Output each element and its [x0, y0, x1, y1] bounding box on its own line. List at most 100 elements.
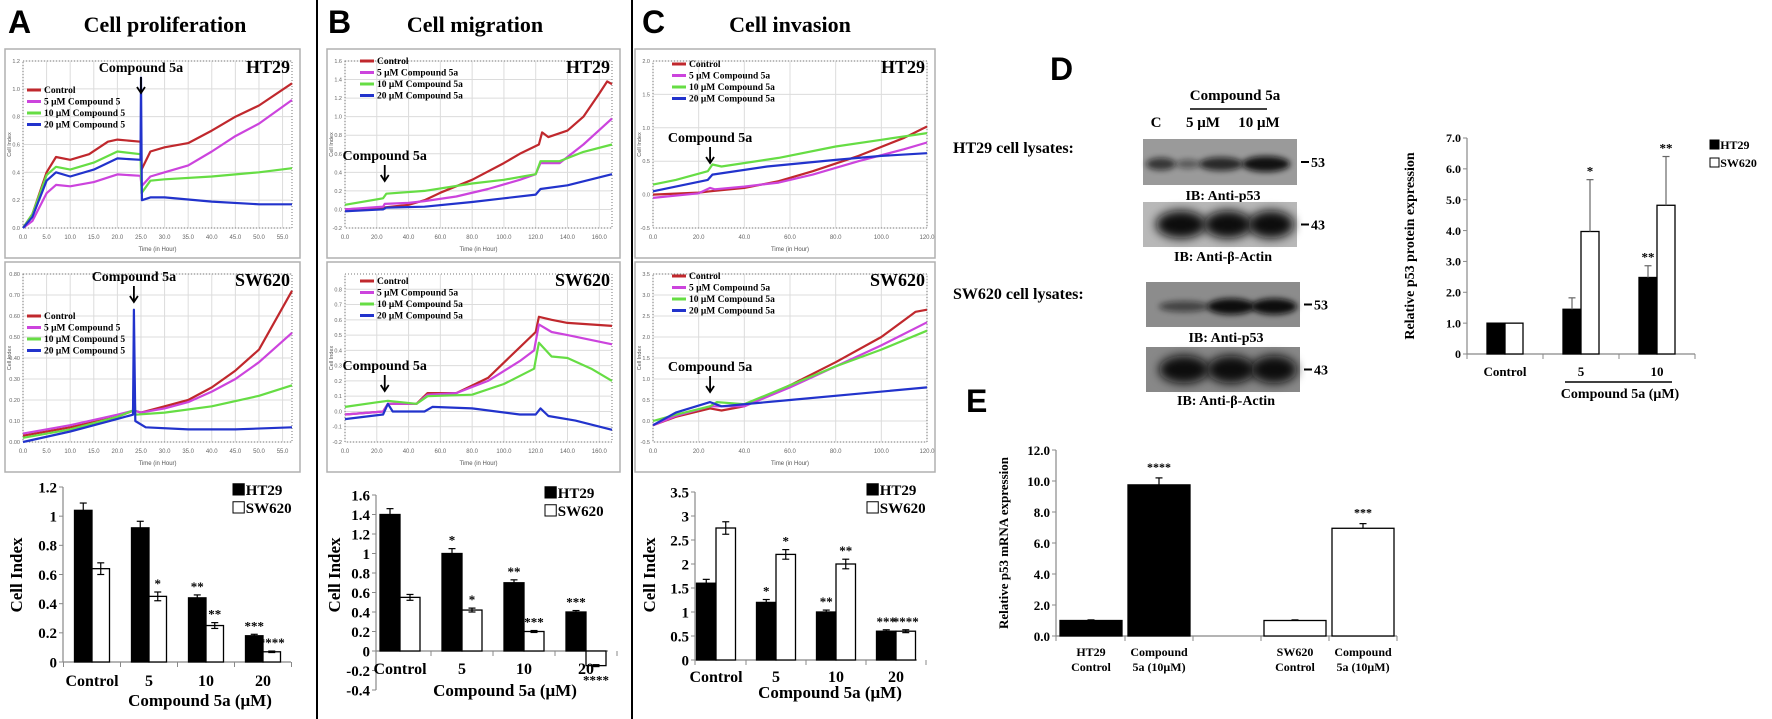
x-tick-label: 20.0 [693, 449, 705, 455]
protein-band [1251, 355, 1297, 384]
y-axis-title: Relative p53 mRNA expression [996, 456, 1011, 629]
blot-caption: IB: Anti-p53 [1188, 331, 1263, 346]
series-line [344, 341, 613, 408]
legend-label: 10 μM Compound 5a [689, 295, 775, 305]
bar-sw620 [715, 527, 737, 661]
legend-label: Control [689, 60, 721, 70]
significance-marker: ** [1642, 250, 1655, 265]
significance-marker: * [155, 576, 162, 591]
y-tick-label: 1.0 [1446, 316, 1461, 330]
y-tick-label: 1.0 [334, 115, 342, 121]
y-tick-label: 0.80 [9, 272, 20, 278]
legend-label: SW620 [1720, 156, 1757, 170]
bar-chart-c-bar: 00.511.522.533.5Control**5****10*******2… [640, 483, 927, 702]
y-tick-label: 0.2 [38, 626, 57, 642]
y-tick-label: 3.5 [670, 485, 689, 501]
x-tick-label: 10 [516, 661, 532, 678]
lane-label-control: C [1151, 115, 1162, 131]
cell-line-label: SW620 [870, 270, 925, 290]
protein-band [1207, 298, 1255, 315]
x-axis-title: Compound 5a (μM) [433, 681, 577, 700]
bar-sw620 [1504, 322, 1524, 355]
bar [1127, 484, 1191, 637]
bar-sw620 [523, 630, 545, 652]
x-tick-label: 5.0 [42, 449, 51, 455]
x-tick-label: 0.0 [341, 235, 350, 241]
plot-area [344, 60, 613, 229]
y-tick-label: 0.6 [38, 568, 57, 584]
y-tick-label: 3 [682, 509, 690, 525]
bar-ht29 [73, 509, 93, 663]
x-tick-label: HT29 [1076, 645, 1105, 659]
x-axis-title: Time (in Hour) [771, 461, 809, 467]
y-tick-label: -0.5 [641, 440, 650, 446]
y-tick-label: 1 [682, 605, 690, 621]
significance-marker: **** [893, 614, 919, 629]
y-tick-label: 0.1 [334, 394, 342, 400]
y-tick-label: 1.6 [334, 59, 342, 65]
legend-label: 10 μM Compound 5a [689, 83, 775, 93]
x-tick-label: 0.0 [19, 449, 28, 455]
y-tick-label: 1.5 [642, 92, 650, 98]
legend-swatch [544, 504, 557, 517]
y-tick-label: 4.0 [1034, 567, 1050, 582]
legend-label: 5 μM Compound 5a [377, 289, 458, 299]
x-tick-label: 120.0 [919, 449, 935, 455]
lane-label-10um: 10 μM [1238, 115, 1279, 131]
bar-ht29 [379, 513, 401, 652]
y-tick-label: 1 [363, 547, 371, 563]
y-tick-label: 0.2 [12, 198, 20, 204]
plot-area [652, 60, 928, 229]
x-tick-label: 55.0 [277, 235, 289, 241]
x-tick-label: 60.0 [435, 449, 447, 455]
treatment-annotation: Compound 5a [343, 149, 427, 164]
y-tick-label: 1.0 [12, 87, 20, 93]
legend-swatch [1709, 157, 1720, 168]
bar-sw620 [775, 553, 797, 661]
legend-label: HT29 [558, 486, 595, 502]
y-tick-label: 0.8 [334, 133, 342, 139]
molecular-weight-marker: 53 [1314, 299, 1328, 314]
bar-sw620 [1580, 230, 1600, 355]
x-tick-label: 5 [1578, 364, 1585, 379]
series-line [22, 331, 293, 435]
legend-label: 5 μM Compound 5a [689, 72, 770, 82]
chart-frame [4, 261, 301, 473]
y-tick-label: 2.0 [642, 335, 650, 341]
x-tick-label: 120.0 [528, 235, 544, 241]
x-tick-label: 160.0 [592, 235, 608, 241]
y-axis-title: Cell Index [329, 132, 335, 157]
treatment-annotation: Compound 5a [343, 359, 427, 374]
y-tick-label: -0.1 [333, 425, 342, 431]
x-tick-label: Control [1483, 364, 1526, 379]
x-tick-label: 5a (10μM) [1132, 660, 1185, 674]
line-chart-b-sw620: 0.0 20.0 40.0 60.0 80.0 100.0 120.0 140.0 160.0 -… [326, 261, 621, 473]
bar [1059, 619, 1123, 637]
y-tick-label: 2.0 [1446, 285, 1461, 299]
series-line [344, 173, 613, 213]
y-tick-label: 0.5 [642, 398, 650, 404]
y-tick-label: 1.5 [670, 581, 689, 597]
significance-marker: *** [524, 615, 544, 630]
legend-label: 10 μM Compound 5a [377, 80, 463, 90]
legend-label: 5 μM Compound 5 [44, 324, 121, 334]
y-axis-title: Cell Index [7, 132, 13, 157]
y-tick-label: 3.0 [1446, 255, 1461, 269]
series-line [22, 150, 293, 229]
y-tick-label: 0.2 [334, 189, 342, 195]
y-tick-label: 0.0 [1034, 629, 1050, 644]
y-tick-label: 1.5 [642, 356, 650, 362]
y-tick-label: 0.2 [334, 379, 342, 385]
series-line [344, 143, 613, 206]
y-tick-label: 0.8 [351, 566, 370, 582]
significance-marker: * [783, 534, 790, 549]
significance-marker: **** [583, 673, 609, 688]
panel-title-c: Cell invasion [729, 12, 851, 37]
line-chart-a-ht29: 0.0 5.0 10.0 15.0 20.0 25.0 30.0 35.0 40.0 45.0 50… [4, 48, 301, 259]
y-tick-label: 0.20 [9, 398, 20, 404]
panel-letter-d: D [1050, 51, 1073, 87]
chart-frame [4, 48, 301, 259]
significance-marker: ** [820, 594, 833, 609]
significance-marker: ** [508, 564, 521, 579]
bar-chart-b-bar: -0.4-0.200.20.40.60.811.21.41.6Control**… [325, 486, 618, 700]
